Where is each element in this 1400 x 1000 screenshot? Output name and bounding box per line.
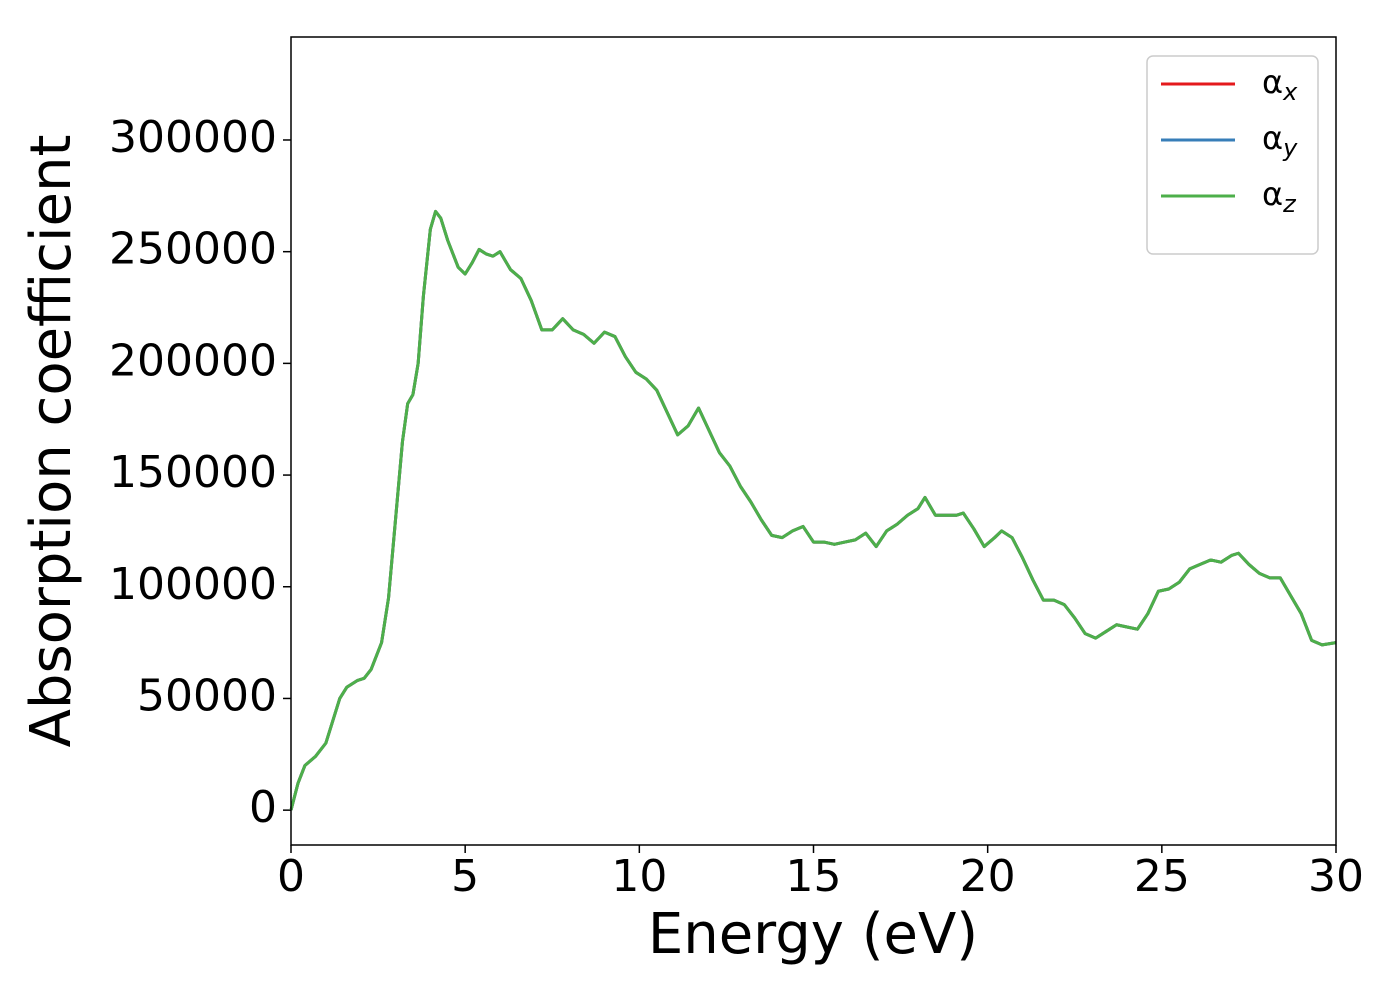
x-tick-label: 10 (611, 851, 667, 902)
legend-label: αy (1262, 119, 1298, 162)
y-tick-label: 200000 (109, 335, 277, 386)
legend-box (1146, 55, 1319, 255)
y-tick-label: 100000 (109, 559, 277, 610)
y-tick-label: 50000 (137, 670, 277, 721)
series-line (289, 209, 1337, 811)
series-line (289, 209, 1337, 811)
plot-frame (290, 36, 1337, 846)
x-tick-label: 25 (1134, 851, 1190, 902)
series-line (289, 209, 1337, 811)
x-tick-label: 20 (960, 851, 1016, 902)
x-tick-label: 0 (277, 851, 305, 902)
y-tick-label: 250000 (109, 224, 277, 275)
legend-label: αx (1262, 63, 1298, 106)
y-tick-label: 300000 (109, 112, 277, 163)
y-tick-label: 0 (249, 782, 277, 833)
y-tick-label: 150000 (109, 447, 277, 498)
legend-label: αz (1262, 175, 1297, 218)
x-tick-label: 15 (786, 851, 842, 902)
x-axis-label: Energy (eV) (648, 902, 978, 967)
x-tick-label: 5 (451, 851, 479, 902)
x-tick-label: 30 (1308, 851, 1364, 902)
y-axis-label: Absorption coefficient (19, 135, 84, 748)
